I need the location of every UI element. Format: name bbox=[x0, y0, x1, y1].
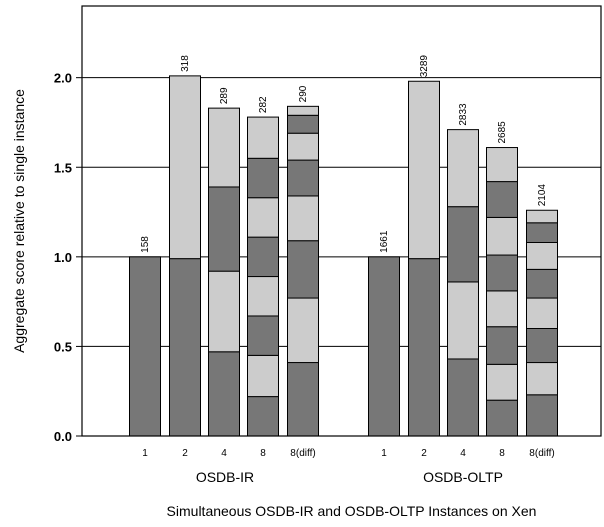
bar-value-label: 2833 bbox=[458, 103, 469, 126]
bar-segment bbox=[208, 270, 240, 353]
bar-segment bbox=[129, 256, 161, 437]
bar-segment bbox=[447, 281, 479, 360]
bar-osdb-ir-8 bbox=[247, 116, 279, 437]
bar-segment bbox=[526, 328, 558, 364]
bar-value-label: 318 bbox=[180, 55, 191, 72]
bar-segment bbox=[247, 396, 279, 437]
bar-segment bbox=[526, 209, 558, 224]
group-label: OSDB-IR bbox=[196, 469, 254, 485]
x-category-label: 2 bbox=[182, 448, 188, 459]
bars bbox=[129, 75, 558, 437]
x-axis-group-labels: OSDB-IR OSDB-OLTP bbox=[196, 469, 503, 485]
bar-segment bbox=[169, 75, 201, 260]
x-category-label: 2 bbox=[421, 448, 427, 459]
bar-segment bbox=[247, 354, 279, 398]
y-axis-ticks: 0.0 0.5 1.0 1.5 2.0 bbox=[54, 71, 82, 444]
bar-segment bbox=[486, 216, 518, 256]
bar-osdb-ir-1 bbox=[129, 256, 161, 437]
bar-osdb-ir-2 bbox=[169, 75, 201, 437]
bar-segment bbox=[408, 258, 440, 437]
x-axis-category-labels: 1 2 4 8 8(diff) 1 2 4 8 8(diff) bbox=[142, 448, 554, 459]
bar-value-label: 158 bbox=[140, 236, 151, 253]
bar-segment bbox=[208, 351, 240, 437]
data-labels: 158 318 289 282 290 1661 3289 2833 2685 2104 bbox=[140, 55, 548, 253]
bar-segment bbox=[247, 197, 279, 238]
bar-osdb-ir-4 bbox=[208, 107, 240, 437]
x-category-label: 8 bbox=[260, 448, 266, 459]
bar-segment bbox=[247, 116, 279, 159]
bar-osdb-oltp-4 bbox=[447, 129, 479, 437]
x-category-label: 1 bbox=[381, 448, 387, 459]
bar-segment bbox=[287, 114, 319, 134]
bar-value-label: 290 bbox=[298, 85, 309, 102]
bar-segment bbox=[486, 363, 518, 401]
bar-segment bbox=[486, 181, 518, 218]
x-category-label: 4 bbox=[221, 448, 227, 459]
y-tick-label: 1.0 bbox=[54, 250, 72, 265]
bar-segment bbox=[447, 358, 479, 437]
bar-segment bbox=[287, 132, 319, 161]
bar-segment bbox=[247, 157, 279, 199]
bar-segment bbox=[287, 362, 319, 437]
bar-segment bbox=[247, 276, 279, 317]
bar-segment bbox=[208, 107, 240, 188]
bar-segment bbox=[526, 268, 558, 299]
bar-segment bbox=[486, 290, 518, 328]
bar-value-label: 3289 bbox=[419, 55, 430, 78]
bar-osdb-ir-8diff bbox=[287, 105, 319, 437]
group-label: OSDB-OLTP bbox=[423, 469, 503, 485]
bar-segment bbox=[447, 206, 479, 283]
bar-osdb-oltp-2 bbox=[408, 80, 440, 437]
bar-value-label: 2685 bbox=[497, 121, 508, 144]
bar-segment bbox=[247, 236, 279, 278]
bar-value-label: 2104 bbox=[537, 184, 548, 207]
x-category-label: 8(diff) bbox=[290, 448, 315, 459]
y-axis-title: Aggregate score relative to single insta… bbox=[11, 89, 27, 353]
bar-segment bbox=[447, 129, 479, 208]
x-category-label: 8(diff) bbox=[529, 448, 554, 459]
bar-segment bbox=[247, 315, 279, 356]
x-category-label: 1 bbox=[142, 448, 148, 459]
bar-value-label: 289 bbox=[219, 87, 230, 104]
bar-segment bbox=[169, 258, 201, 437]
x-category-label: 8 bbox=[499, 448, 505, 459]
bar-segment bbox=[287, 105, 319, 116]
x-axis-title: Simultaneous OSDB-IR and OSDB-OLTP Insta… bbox=[167, 503, 537, 519]
bar-segment bbox=[287, 240, 319, 299]
y-tick-label: 0.0 bbox=[54, 429, 72, 444]
y-tick-label: 2.0 bbox=[54, 71, 72, 86]
bar-segment bbox=[526, 394, 558, 437]
bar-segment bbox=[287, 297, 319, 364]
bar-segment bbox=[208, 186, 240, 272]
y-tick-label: 0.5 bbox=[54, 339, 72, 354]
bar-segment bbox=[486, 254, 518, 292]
bar-segment bbox=[526, 362, 558, 396]
bar-osdb-oltp-8diff bbox=[526, 209, 558, 437]
y-tick-label: 1.5 bbox=[54, 160, 72, 175]
bar-segment bbox=[287, 195, 319, 242]
bar-value-label: 282 bbox=[258, 96, 269, 113]
bar-value-label: 1661 bbox=[379, 230, 390, 253]
bar-segment bbox=[526, 242, 558, 270]
bar-segment bbox=[287, 159, 319, 197]
bar-segment bbox=[486, 399, 518, 437]
bar-segment bbox=[486, 147, 518, 183]
bar-segment bbox=[526, 222, 558, 244]
bar-segment bbox=[526, 297, 558, 329]
plot-frame bbox=[81, 5, 602, 437]
bar-segment bbox=[368, 256, 400, 437]
x-category-label: 4 bbox=[460, 448, 466, 459]
bar-osdb-oltp-8 bbox=[486, 147, 518, 437]
bar-segment bbox=[408, 80, 440, 260]
bar-segment bbox=[486, 326, 518, 365]
bar-osdb-oltp-1 bbox=[368, 256, 400, 437]
